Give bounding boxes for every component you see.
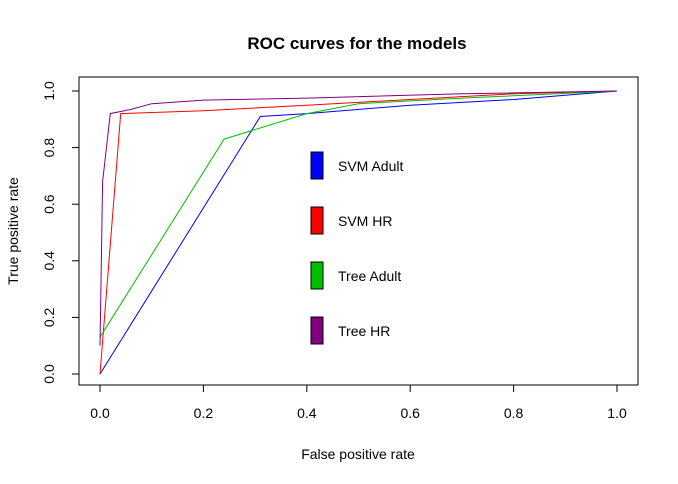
x-tick-label: 0.6	[400, 405, 420, 421]
x-tick-label: 0.0	[90, 405, 110, 421]
y-tick-label: 0.6	[41, 194, 57, 214]
legend-label: SVM Adult	[338, 158, 403, 174]
legend-swatch	[310, 151, 324, 180]
series-layer	[99, 90, 618, 375]
y-tick-label: 0.2	[41, 307, 57, 327]
y-tick-label: 0.0	[41, 364, 57, 384]
legend-label: Tree Adult	[338, 268, 401, 284]
series-line-svm-hr	[99, 90, 618, 375]
x-axis-label: False positive rate	[301, 446, 415, 462]
y-tick-label: 0.8	[41, 138, 57, 158]
legend-swatch	[310, 206, 324, 235]
x-tick-label: 1.0	[607, 405, 627, 421]
y-axis-label: True positive rate	[5, 177, 21, 285]
legend-swatch	[310, 261, 324, 290]
y-axis: 0.0 0.2 0.4 0.6 0.8 1.0	[41, 81, 80, 384]
series-line-tree-hr	[99, 90, 618, 346]
x-tick-label: 0.8	[504, 405, 524, 421]
legend-swatch	[310, 316, 324, 345]
series-line-tree-adult	[99, 90, 618, 338]
y-tick-label: 0.4	[41, 251, 57, 271]
y-tick-label: 1.0	[41, 81, 57, 101]
x-tick-label: 0.2	[194, 405, 214, 421]
x-tick-label: 0.4	[297, 405, 317, 421]
x-axis: 0.0 0.2 0.4 0.6 0.8 1.0	[90, 384, 627, 421]
legend-label: SVM HR	[338, 213, 392, 229]
legend-label: Tree HR	[338, 323, 390, 339]
legend: SVM Adult SVM HR Tree Adult Tree HR	[310, 151, 403, 345]
series-line-svm-adult	[99, 90, 618, 375]
chart-title: ROC curves for the models	[247, 34, 466, 53]
